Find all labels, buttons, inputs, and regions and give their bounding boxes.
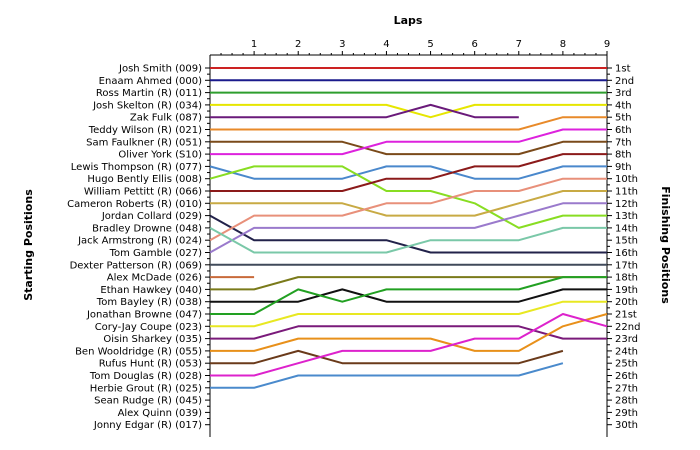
driver-position-line [209, 177, 607, 242]
lap-tick-label: 4 [383, 39, 389, 50]
lap-tick-label: 1 [251, 39, 257, 50]
start-position-label: Jack Armstrong (R) (024) [77, 236, 202, 247]
driver-position-line [210, 190, 607, 217]
finish-position-label: 18th [615, 273, 638, 284]
y-axis-title-right: Finishing Positions [659, 186, 672, 304]
lap-tick-label: 8 [560, 39, 566, 50]
start-position-label: Ross Martin (R) (011) [96, 88, 202, 99]
finish-position-label: 23rd [615, 334, 638, 345]
axis-labels: 1 2 3 4 5 6 7 8 9 Josh Smith (009)Enaam Ahmed (00… [67, 39, 640, 431]
start-position-label: Lewis Thompson (R) (077) [71, 162, 202, 173]
driver-position-line [209, 202, 607, 254]
finish-position-label: 21st [615, 310, 637, 321]
finish-position-label: 8th [615, 150, 632, 161]
driver-position-line [210, 362, 564, 389]
driver-position-line [210, 116, 607, 131]
driver-position-line [210, 128, 607, 156]
finish-position-label: 12th [615, 199, 638, 210]
driver-position-line [209, 165, 607, 180]
finish-position-label: 2nd [615, 76, 634, 87]
start-position-label: Zak Fulk (087) [130, 113, 202, 124]
finish-position-label: 9th [615, 162, 632, 173]
driver-position-line [210, 103, 519, 119]
driver-position-line [210, 349, 564, 365]
driver-position-line [210, 288, 607, 303]
finish-position-label: 5th [615, 113, 632, 124]
start-position-label: Cameron Roberts (R) (010) [67, 199, 202, 210]
driver-position-line [210, 300, 607, 328]
driver-position-line [210, 313, 608, 352]
start-position-label: Josh Skelton (R) (034) [92, 100, 202, 111]
driver-position-line [210, 325, 607, 340]
start-position-label: Jonny Edgar (R) (017) [93, 420, 202, 431]
finish-position-label: 15th [615, 236, 638, 247]
start-position-label: Tom Douglas (R) (028) [89, 371, 202, 382]
driver-position-line [210, 276, 607, 291]
driver-position-line [210, 153, 607, 192]
driver-position-line [209, 226, 607, 254]
lap-tick-label: 2 [295, 39, 301, 50]
start-position-label: Rufus Hunt (R) (053) [99, 359, 202, 370]
start-position-label: Sean Rudge (R) (045) [94, 396, 202, 407]
finish-position-label: 29th [615, 408, 638, 419]
start-position-label: Jonathan Browne (047) [86, 310, 202, 321]
finish-position-label: 14th [615, 223, 638, 234]
lap-tick-label: 3 [339, 39, 345, 50]
start-position-label: Sam Faulkner (R) (051) [86, 137, 202, 148]
start-position-label: Oliver York (S10) [118, 150, 202, 161]
driver-position-line [210, 313, 608, 377]
finish-position-label: 16th [615, 248, 638, 259]
driver-position-line [209, 165, 607, 229]
lap-tick-label: 9 [604, 39, 610, 50]
start-position-label: Hugo Bently Ellis (008) [87, 174, 202, 185]
finish-position-label: 6th [615, 125, 632, 136]
driver-position-line [210, 276, 607, 315]
start-position-label: Alex Quinn (039) [118, 408, 203, 419]
finish-position-label: 20th [615, 297, 638, 308]
finish-position-label: 3rd [615, 88, 632, 99]
lap-tick-label: 7 [516, 39, 522, 50]
start-position-label: William Pettitt (R) (066) [84, 187, 202, 198]
finish-position-label: 22nd [615, 322, 640, 333]
start-position-label: Josh Smith (009) [118, 64, 202, 75]
finish-position-label: 25th [615, 359, 638, 370]
start-position-label: Alex McDade (026) [107, 273, 202, 284]
finish-position-label: 1st [615, 64, 631, 75]
start-position-label: Bradley Drowne (048) [92, 223, 202, 234]
start-position-label: Tom Bayley (R) (038) [96, 297, 202, 308]
axes [205, 51, 612, 437]
y-axis-title-left: Starting Positions [22, 189, 35, 301]
start-position-label: Herbie Grout (R) (025) [90, 383, 202, 394]
start-position-label: Ethan Hawkey (040) [100, 285, 202, 296]
finish-position-label: 7th [615, 137, 632, 148]
finish-position-label: 17th [615, 260, 638, 271]
finish-position-label: 11th [615, 187, 638, 198]
series-lines [209, 67, 608, 389]
start-position-label: Dexter Patterson (R) (069) [70, 260, 203, 271]
driver-position-line [210, 140, 607, 156]
finish-position-label: 30th [615, 420, 638, 431]
lap-tick-label: 6 [471, 39, 477, 50]
x-axis-title: Laps [394, 14, 423, 27]
finish-position-label: 26th [615, 371, 638, 382]
start-position-label: Enaam Ahmed (000) [99, 76, 202, 87]
start-position-label: Teddy Wilson (R) (021) [88, 125, 202, 136]
lap-tick-label: 5 [427, 39, 433, 50]
start-position-label: Cory-Jay Coupe (023) [95, 322, 202, 333]
finish-position-label: 19th [615, 285, 638, 296]
finish-position-label: 24th [615, 346, 638, 357]
finish-position-label: 13th [615, 211, 638, 222]
start-position-label: Jordan Collard (029) [101, 211, 202, 222]
start-position-label: Oisin Sharkey (035) [103, 334, 202, 345]
finish-position-label: 10th [615, 174, 638, 185]
finish-position-label: 4th [615, 100, 632, 111]
start-position-label: Tom Gamble (027) [109, 248, 203, 259]
finish-position-label: 28th [615, 396, 638, 407]
start-position-label: Ben Wooldridge (R) (055) [75, 346, 202, 357]
finish-position-label: 27th [615, 383, 638, 394]
